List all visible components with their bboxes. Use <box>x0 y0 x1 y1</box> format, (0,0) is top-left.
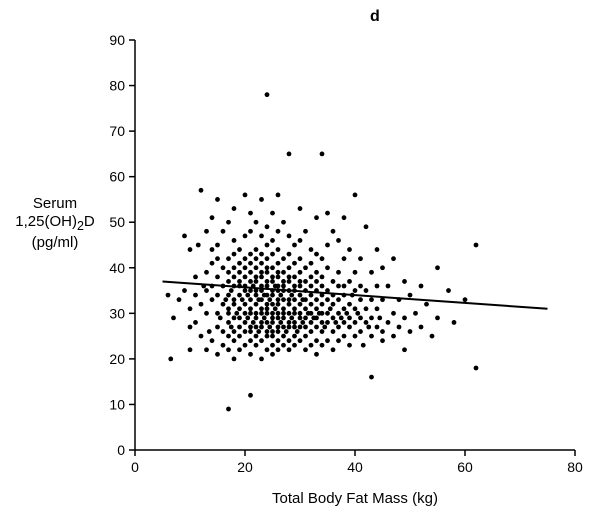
y-tick-label: 30 <box>109 305 125 321</box>
x-tick-label: 0 <box>131 459 139 475</box>
y-tick-label: 70 <box>109 123 125 139</box>
x-tick-label: 60 <box>457 459 473 475</box>
x-tick-label: 80 <box>567 459 583 475</box>
y-tick-label: 0 <box>117 442 125 458</box>
trend-line <box>163 281 548 308</box>
scatter-points <box>166 92 479 411</box>
scatter-plot: 0 20 40 60 80 0 10 20 30 40 50 60 70 80 90 <box>0 0 600 519</box>
x-tick-label: 40 <box>347 459 363 475</box>
y-tick-label: 80 <box>109 78 125 94</box>
x-tick-label: 20 <box>237 459 253 475</box>
y-tick-label: 50 <box>109 214 125 230</box>
y-tick-label: 90 <box>109 32 125 48</box>
figure-panel: { "chart": { "type": "scatter", "panel_l… <box>0 0 600 519</box>
y-tick-label: 20 <box>109 351 125 367</box>
y-tick-label: 60 <box>109 169 125 185</box>
y-tick-label: 40 <box>109 260 125 276</box>
y-tick-label: 10 <box>109 396 125 412</box>
